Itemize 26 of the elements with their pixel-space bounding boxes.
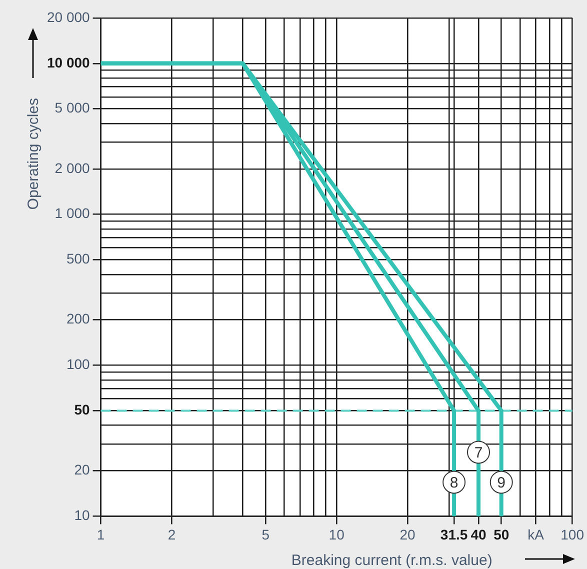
y-tick-label: 10 <box>74 507 90 524</box>
y-tick-label: 50 <box>74 402 90 418</box>
y-tick-label: 5 000 <box>54 100 90 116</box>
series-label: 8 <box>450 474 458 492</box>
x-tick-label: 5 <box>262 526 270 542</box>
y-tick-label: 500 <box>66 250 90 267</box>
x-tick-label: 100 <box>560 526 584 542</box>
y-tick-label: 2 000 <box>54 160 90 176</box>
y-tick-label: 200 <box>66 310 90 327</box>
x-tick-label: kA <box>528 526 545 542</box>
y-tick-label: 20 <box>74 462 90 478</box>
x-tick-label: 40 <box>470 526 487 542</box>
x-tick-label: 20 <box>400 526 416 542</box>
x-tick-label: 10 <box>328 526 345 542</box>
x-tick-label: 31.5 <box>440 526 468 542</box>
series-label: 7 <box>474 444 483 462</box>
y-tick-label: 20 000 <box>46 8 90 25</box>
x-tick-label: 50 <box>494 526 510 542</box>
x-axis-title: Breaking current (r.m.s. value) <box>291 552 492 569</box>
series-label: 9 <box>497 474 506 492</box>
x-tick-label: 1 <box>96 526 105 542</box>
y-tick-label: 1 000 <box>54 205 90 222</box>
x-tick-label: 2 <box>168 526 176 542</box>
y-tick-label: 10 000 <box>46 54 90 70</box>
y-tick-label: 100 <box>66 356 90 372</box>
y-axis-title: Operating cycles <box>25 98 42 210</box>
